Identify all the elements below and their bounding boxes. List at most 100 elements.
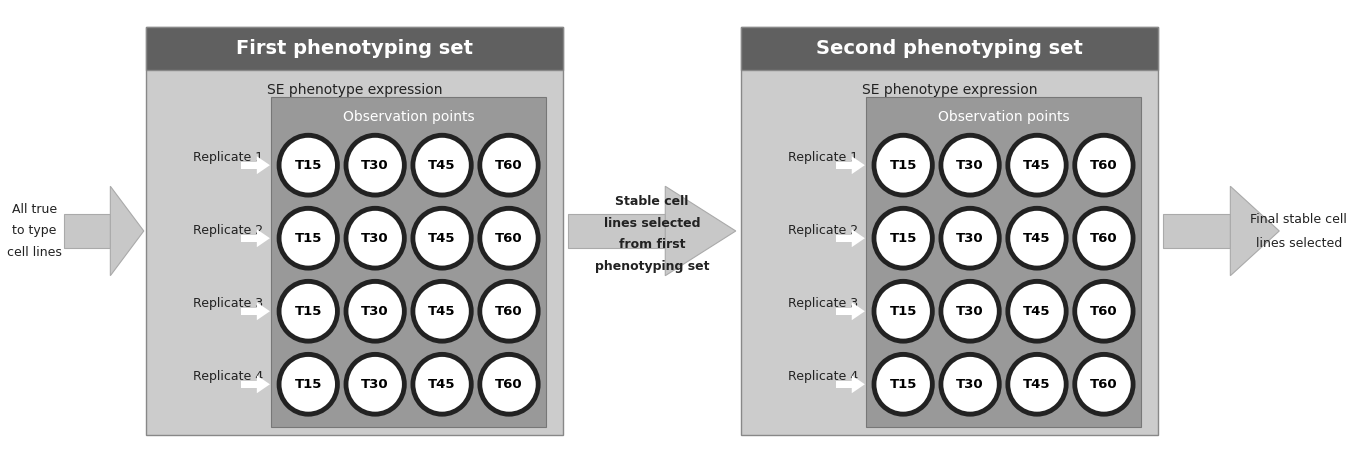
Text: lines selected: lines selected [1256,237,1342,251]
FancyBboxPatch shape [241,381,257,388]
Text: T45: T45 [1023,305,1051,318]
Circle shape [349,211,402,266]
Polygon shape [666,186,736,276]
Circle shape [478,279,541,344]
Text: Observation points: Observation points [938,110,1069,124]
Text: lines selected: lines selected [603,217,700,230]
Circle shape [415,284,469,339]
Polygon shape [852,375,865,393]
Circle shape [1011,284,1063,339]
Polygon shape [257,156,271,174]
FancyBboxPatch shape [241,308,257,315]
Circle shape [281,284,336,339]
Text: Replicate 3: Replicate 3 [193,297,262,310]
Polygon shape [852,156,865,174]
Circle shape [415,357,469,412]
Text: T15: T15 [889,305,917,318]
Text: T30: T30 [361,159,388,172]
Text: Observation points: Observation points [342,110,475,124]
Circle shape [349,284,402,339]
Text: T60: T60 [495,232,522,245]
Circle shape [943,138,997,192]
FancyBboxPatch shape [241,162,257,169]
Polygon shape [852,229,865,247]
Text: Replicate 1: Replicate 1 [193,151,262,164]
Circle shape [349,138,402,192]
FancyBboxPatch shape [836,162,852,169]
Circle shape [1011,211,1063,266]
Circle shape [344,352,407,417]
FancyBboxPatch shape [64,214,111,248]
FancyBboxPatch shape [740,27,1158,70]
Text: First phenotyping set: First phenotyping set [235,39,472,58]
Text: phenotyping set: phenotyping set [594,260,709,273]
Circle shape [1077,357,1131,412]
Text: from first: from first [618,238,685,252]
Circle shape [415,211,469,266]
Polygon shape [111,186,143,276]
Circle shape [939,352,1001,417]
Circle shape [877,138,930,192]
Circle shape [1073,133,1135,197]
Text: Final stable cell: Final stable cell [1250,212,1348,226]
Text: T45: T45 [1023,232,1051,245]
Circle shape [1073,279,1135,344]
FancyBboxPatch shape [146,27,563,70]
Circle shape [478,352,541,417]
FancyBboxPatch shape [241,235,257,242]
Circle shape [344,206,407,271]
Polygon shape [257,229,271,247]
Text: T15: T15 [889,159,917,172]
Circle shape [410,352,474,417]
Circle shape [943,357,997,412]
Text: T15: T15 [295,378,322,391]
Text: T45: T45 [429,159,456,172]
Text: All true: All true [12,202,57,216]
Text: Replicate 2: Replicate 2 [193,224,262,237]
Text: T30: T30 [361,305,388,318]
Text: cell lines: cell lines [7,247,61,259]
Circle shape [1005,133,1069,197]
Circle shape [871,206,935,271]
Text: T60: T60 [495,305,522,318]
Text: T45: T45 [429,232,456,245]
Polygon shape [1230,186,1280,276]
Text: T60: T60 [1091,159,1118,172]
Circle shape [1011,138,1063,192]
FancyBboxPatch shape [740,27,1158,435]
FancyBboxPatch shape [836,381,852,388]
FancyBboxPatch shape [836,308,852,315]
Text: T30: T30 [957,159,984,172]
Text: SE phenotype expression: SE phenotype expression [862,83,1036,97]
Circle shape [1077,211,1131,266]
Text: T60: T60 [495,378,522,391]
Text: T30: T30 [957,378,984,391]
Text: Replicate 4: Replicate 4 [193,370,262,383]
Text: T45: T45 [429,305,456,318]
Circle shape [1073,206,1135,271]
Circle shape [943,211,997,266]
Circle shape [871,352,935,417]
Circle shape [877,284,930,339]
Circle shape [344,133,407,197]
Text: T60: T60 [1091,305,1118,318]
Circle shape [939,279,1001,344]
Circle shape [871,279,935,344]
Circle shape [281,357,336,412]
Circle shape [281,211,336,266]
Text: Stable cell: Stable cell [616,195,689,207]
Circle shape [410,206,474,271]
Text: T60: T60 [1091,378,1118,391]
Circle shape [871,133,935,197]
Circle shape [1077,284,1131,339]
FancyBboxPatch shape [271,97,547,427]
Circle shape [482,357,536,412]
Text: Replicate 4: Replicate 4 [787,370,858,383]
Text: Replicate 1: Replicate 1 [787,151,858,164]
Text: T45: T45 [1023,378,1051,391]
Circle shape [276,352,340,417]
Text: T15: T15 [889,232,917,245]
Circle shape [482,284,536,339]
Text: T60: T60 [1091,232,1118,245]
Circle shape [344,279,407,344]
